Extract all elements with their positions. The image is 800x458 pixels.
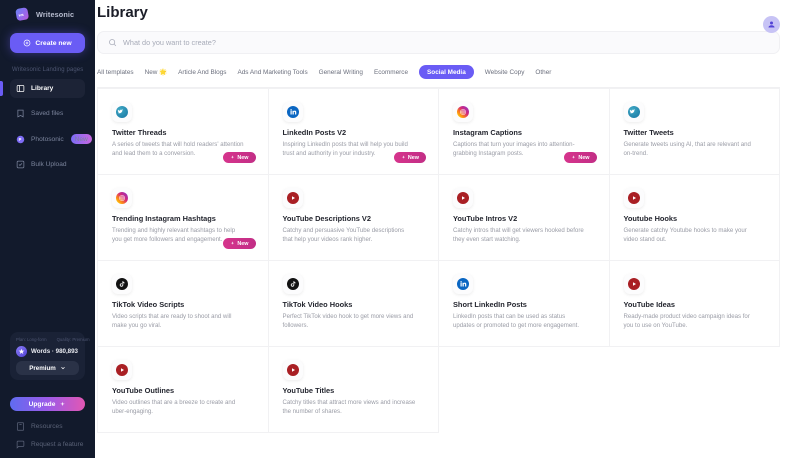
- svg-text:P: P: [19, 137, 22, 142]
- svg-text:ws: ws: [17, 12, 24, 18]
